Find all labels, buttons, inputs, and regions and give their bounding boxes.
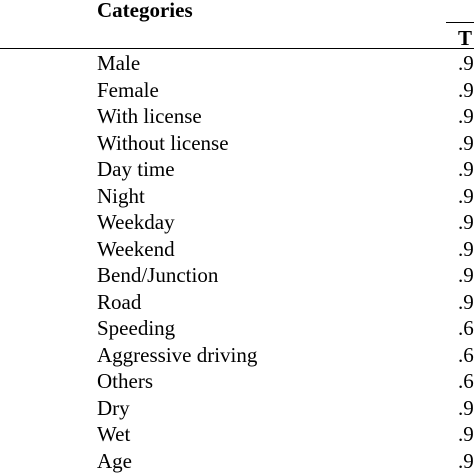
table-body: Male .9 Female .9 With license .9 Withou… [0,50,474,474]
value-cell: .9 [458,236,474,261]
category-cell: Others [97,369,153,393]
value-cell: .9 [458,157,474,181]
category-cell: Bend/Junction [97,263,219,287]
header-rule [0,48,474,49]
value-cell: .9 [458,130,474,155]
table-row: Day time .9 [0,156,474,183]
category-cell: Night [97,183,145,208]
table-row: Without license .9 [0,130,474,157]
table-row: Wet .9 [0,421,474,448]
value-cell: .9 [458,289,474,314]
table-row: Night .9 [0,183,474,210]
header-rule-short [446,22,474,23]
table-row: Road .9 [0,289,474,316]
value-cell: .9 [458,448,474,473]
table-row: With license .9 [0,103,474,130]
category-cell: Speeding [97,316,176,340]
table-row: Male .9 [0,50,474,77]
table-row: Weekend .9 [0,236,474,263]
table-row: Female .9 [0,77,474,104]
category-cell: With license [97,104,202,128]
value-cell: .6 [458,342,474,367]
table-row: Bend/Junction .9 [0,262,474,289]
value-cell: .9 [458,395,474,420]
category-cell: Aggressive driving [97,342,258,367]
table-row: Others .6 [0,368,474,395]
category-cell: Female [97,77,159,102]
value-cell: .9 [458,263,474,287]
categories-header: Categories [97,0,193,22]
category-cell: Age [97,448,132,473]
category-cell: Day time [97,157,175,181]
category-cell: Wet [97,422,131,446]
table-row: Weekday .9 [0,209,474,236]
category-cell: Dry [97,395,130,420]
value-cell: .9 [458,183,474,208]
table-row: Age .9 [0,448,474,474]
value-cell: .9 [458,210,474,234]
value-cell: .9 [458,422,474,446]
value-cell: .6 [458,316,474,340]
category-cell: Road [97,289,142,314]
category-cell: Male [97,51,141,75]
value-cell: .9 [458,51,474,75]
table-row: Aggressive driving .6 [0,342,474,369]
value-cell: .6 [458,369,474,393]
category-cell: Weekend [97,236,175,261]
category-cell: Weekday [97,210,175,234]
t-column-header: T [458,26,473,50]
value-cell: .9 [458,77,474,102]
table-row: Dry .9 [0,395,474,422]
value-cell: .9 [458,104,474,128]
category-cell: Without license [97,130,229,155]
table-row: Speeding .6 [0,315,474,342]
